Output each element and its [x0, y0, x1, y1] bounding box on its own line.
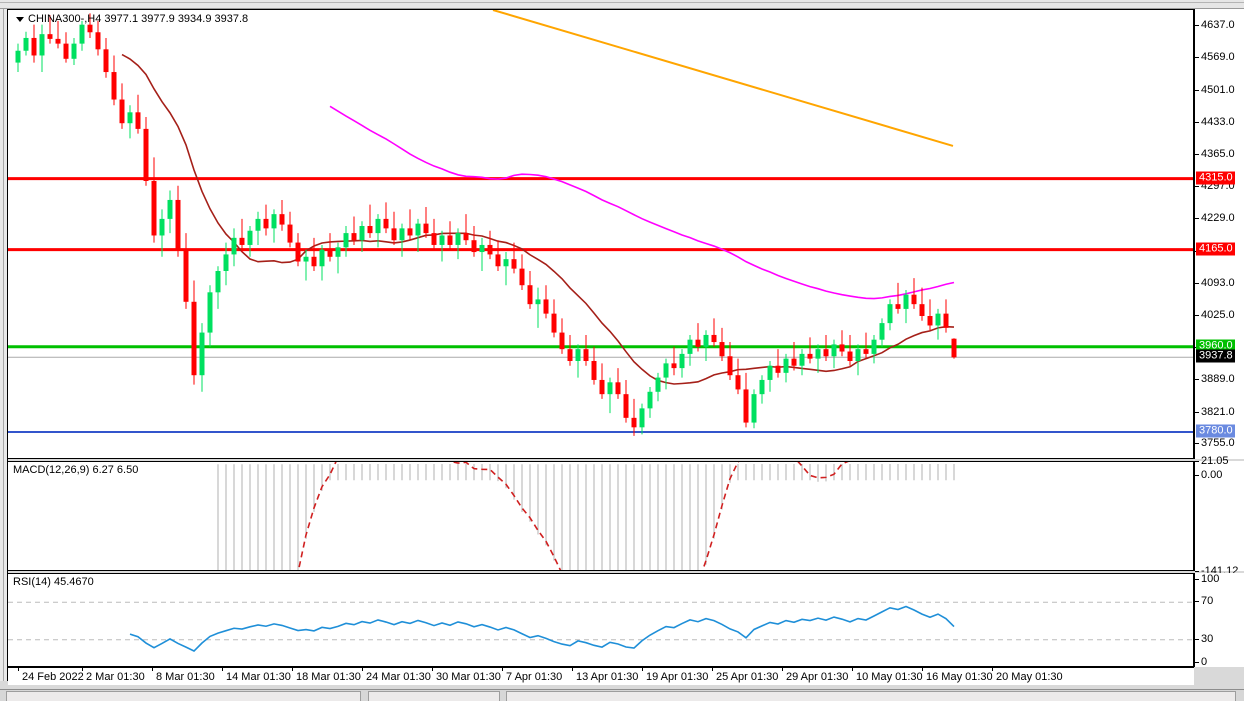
price-tick: 4637.0	[1195, 19, 1235, 31]
price-plot	[8, 10, 1193, 436]
rsi-tick: 70	[1195, 595, 1213, 607]
price-pane-label: CHINA300-,H4 3977.1 3977.9 3934.9 3937.8	[28, 13, 249, 25]
taskbar-cell-right[interactable]	[506, 691, 1236, 701]
price-badge-last-price: 3937.8	[1196, 349, 1235, 363]
time-axis-tick: 8 Mar 01:30	[152, 667, 215, 683]
time-axis-tick: 13 Apr 01:30	[571, 667, 639, 683]
rsi-pane[interactable]: RSI(14) 45.4670	[8, 573, 1194, 667]
macd-pane[interactable]: MACD(12,26,9) 6.27 6.50	[8, 461, 1194, 571]
time-axis-tick: 29 Apr 01:30	[781, 667, 849, 683]
price-tick: 4433.0	[1195, 116, 1235, 128]
time-axis[interactable]: 24 Feb 2022 2 Mar 01:30 8 Mar 01:30 14 Mar …	[8, 667, 1194, 685]
rsi-pane-label: RSI(14) 45.4670	[13, 576, 94, 588]
time-axis-tick: 24 Mar 01:30	[362, 667, 431, 683]
price-chart-pane[interactable]: CHINA300-,H4 3977.1 3977.9 3934.9 3937.8	[8, 9, 1194, 459]
left-rail-line	[3, 9, 4, 681]
price-badge-floor: 3780.0	[1196, 424, 1235, 438]
time-axis-tick: 30 Mar 01:30	[432, 667, 501, 683]
rsi-tick: 100	[1195, 573, 1219, 585]
time-axis-tick: 14 Mar 01:30	[222, 667, 291, 683]
time-axis-tick: 2 Mar 01:30	[82, 667, 145, 683]
price-tick: 3755.0	[1195, 437, 1235, 449]
macd-tick: 21.05	[1195, 455, 1229, 467]
top-strip-divider	[0, 2, 1244, 3]
price-tick: 4365.0	[1195, 148, 1235, 160]
macd-pane-label: MACD(12,26,9) 6.27 6.50	[13, 464, 139, 476]
time-axis-tick: 16 May 01:30	[922, 667, 993, 683]
rsi-tick: 30	[1195, 633, 1213, 645]
time-axis-tick: 20 May 01:30	[992, 667, 1063, 683]
rsi-plot	[8, 601, 1193, 653]
price-badge-support: 3960.0	[1196, 339, 1235, 353]
time-axis-tick: 10 May 01:30	[852, 667, 923, 683]
time-axis-tick: 24 Feb 2022	[18, 667, 84, 683]
rsi-tick: 0	[1195, 656, 1207, 668]
window-top-strip	[0, 0, 1244, 9]
price-tick: 3821.0	[1195, 406, 1235, 418]
chevron-down-icon[interactable]	[16, 17, 24, 22]
chart-left-rail[interactable]	[0, 9, 8, 681]
rsi-scale[interactable]: 100 70 30 0	[1194, 573, 1244, 668]
price-badge-resistance: 4165.0	[1196, 242, 1235, 256]
time-axis-tick: 7 Apr 01:30	[501, 667, 563, 683]
taskbar-cell-left[interactable]	[6, 691, 361, 701]
price-badge-resistance: 4315.0	[1196, 171, 1235, 185]
price-tick: 4025.0	[1195, 309, 1235, 321]
macd-tick: 0.00	[1195, 469, 1222, 481]
taskbar-cell-mid[interactable]	[368, 691, 500, 701]
price-tick: 4093.0	[1195, 277, 1235, 289]
price-tick: 4229.0	[1195, 212, 1235, 224]
time-axis-tick: 19 Apr 01:30	[641, 667, 709, 683]
price-scale[interactable]: 4637.0 4569.0 4501.0 4433.0 4365.0 4297.0 4229…	[1194, 9, 1244, 459]
macd-plot	[217, 462, 955, 570]
time-axis-tick: 25 Apr 01:30	[711, 667, 779, 683]
price-tick: 4569.0	[1195, 51, 1235, 63]
macd-scale[interactable]: 21.05 0.00 -141.12	[1194, 455, 1244, 577]
price-tick: 4501.0	[1195, 84, 1235, 96]
time-axis-tick: 18 Mar 01:30	[292, 667, 361, 683]
taskbar[interactable]	[0, 689, 1244, 701]
price-tick: 3889.0	[1195, 373, 1235, 385]
